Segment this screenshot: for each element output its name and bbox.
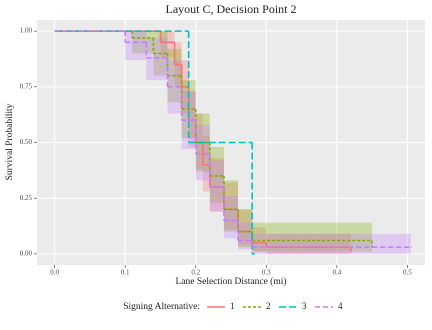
confidence-band: [132, 31, 373, 252]
band-step: [223, 182, 239, 230]
band-step: [238, 209, 253, 245]
x-tick-label: 0.1: [121, 269, 130, 277]
band-step: [252, 233, 411, 254]
y-tick-label: 0.50: [20, 138, 33, 146]
band-step: [202, 135, 210, 192]
y-tick-label: 0.00: [20, 249, 33, 257]
x-tick-label: 0.4: [332, 269, 341, 277]
legend-label: 1: [230, 301, 235, 311]
legend-label: 3: [302, 301, 307, 311]
band-step: [238, 222, 253, 250]
x-tick-label: 0.0: [50, 269, 59, 277]
band-step: [125, 31, 147, 61]
x-tick-label: 0.5: [403, 269, 412, 277]
legend-title: Signing Alternative:: [123, 302, 200, 312]
band-step: [238, 209, 253, 248]
y-tick-label: 0.75: [20, 82, 33, 90]
band-step: [266, 233, 351, 254]
x-tick-label: 0.3: [262, 269, 271, 277]
y-axis-label: Survival Probability: [5, 103, 15, 180]
band-step: [252, 227, 267, 252]
y-tick-label: 1.00: [20, 27, 33, 35]
band-step: [167, 60, 182, 114]
legend-label: 2: [266, 301, 271, 311]
band-step: [146, 37, 168, 81]
band-step: [209, 158, 224, 212]
band-step: [223, 180, 239, 232]
y-tick-label: 0.25: [20, 194, 33, 202]
band-step: [160, 31, 175, 58]
band-step: [209, 160, 224, 212]
x-axis-label: Lane Selection Distance (mi): [175, 276, 286, 287]
chart-title: Layout C, Decision Point 2: [166, 2, 297, 16]
x-tick-label: 0.2: [191, 269, 200, 277]
band-step: [223, 195, 239, 239]
legend-label: 4: [338, 301, 343, 311]
band-step: [188, 91, 196, 147]
band-step: [209, 146, 224, 203]
band-step: [195, 113, 203, 170]
